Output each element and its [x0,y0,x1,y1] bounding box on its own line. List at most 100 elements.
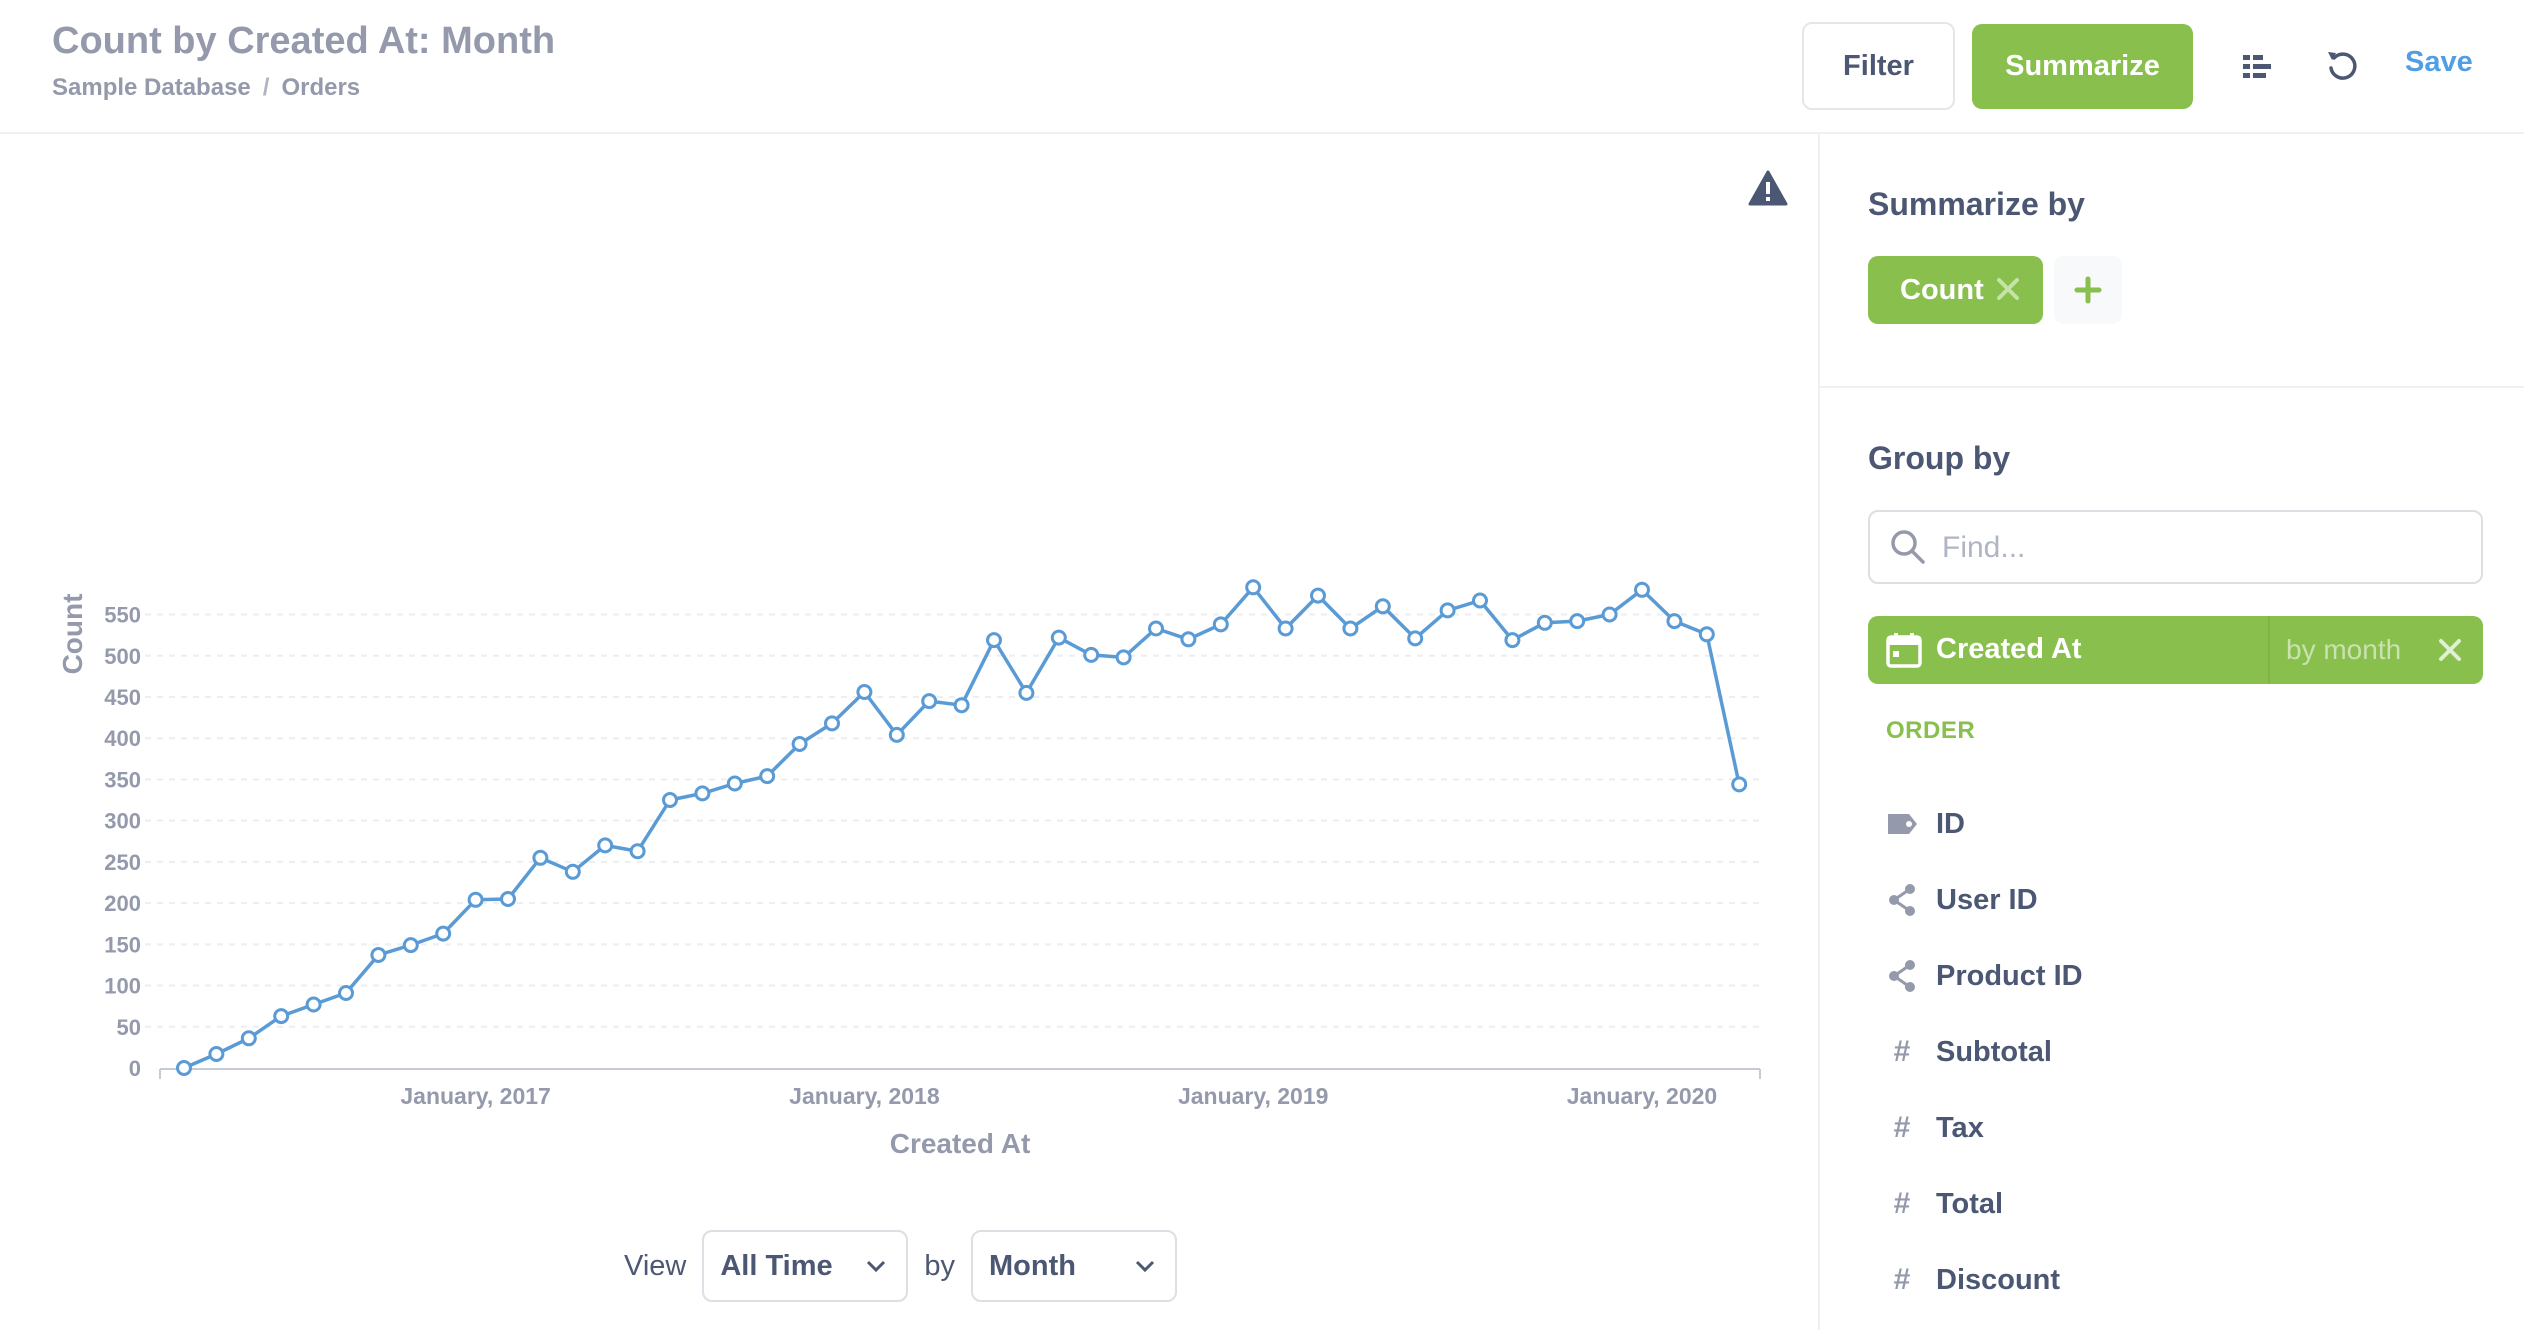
field-tax[interactable]: # Tax [1868,1098,2483,1158]
data-point[interactable] [500,891,516,907]
data-point[interactable] [629,843,646,860]
summarize-sidebar: Summarize by Count Group by Created At b… [1818,134,2524,1330]
field-product-id[interactable]: Product ID [1868,946,2483,1006]
close-icon[interactable] [1995,276,2021,302]
metric-pill[interactable]: Count [1868,256,2043,324]
plus-icon [2074,276,2102,304]
temporal-bucket-button[interactable]: by month [2286,634,2402,665]
y-tick-label: 350 [104,767,141,792]
time-range-select[interactable]: All Time [702,1230,909,1302]
chevron-down-icon [1135,1260,1155,1273]
data-point[interactable] [273,1008,290,1025]
data-point[interactable] [597,837,614,854]
data-point[interactable] [176,1060,192,1076]
tag-icon [1884,808,1920,840]
data-point[interactable] [435,925,452,942]
data-point[interactable] [1212,616,1229,633]
time-granularity-controls: View All Time by Month [624,1230,1177,1302]
data-point[interactable] [1698,626,1715,643]
data-point[interactable] [888,726,905,743]
data-point[interactable] [1407,630,1424,647]
breadcrumb-table[interactable]: Orders [281,74,361,101]
y-axis-title: Count [57,594,88,675]
selected-dimension-created-at[interactable]: Created At by month [1868,616,2483,684]
warning-icon[interactable] [1748,170,1788,206]
data-point[interactable] [370,947,387,963]
series-line [183,585,1741,1070]
series-points[interactable] [176,579,1748,1076]
data-point[interactable] [338,985,354,1001]
page-title: Count by Created At: Month [52,20,556,62]
refresh-icon[interactable] [2318,42,2366,90]
save-button[interactable]: Save [2405,46,2473,78]
field-id[interactable]: ID [1868,794,2483,854]
data-point[interactable] [694,785,711,802]
close-icon[interactable] [2436,636,2464,664]
data-point[interactable] [1472,592,1488,609]
data-point[interactable] [305,996,322,1013]
number-icon: # [1893,1187,1911,1220]
data-point[interactable] [856,684,873,700]
data-point[interactable] [1180,631,1197,648]
data-point[interactable] [1018,684,1035,701]
summarize-button[interactable]: Summarize [1972,24,2193,109]
data-point[interactable] [1342,620,1359,637]
data-point[interactable] [467,891,484,908]
x-axis-title: Created At [890,1128,1031,1159]
data-point[interactable] [1634,581,1650,598]
y-tick-label: 100 [104,974,141,999]
data-point[interactable] [1374,598,1391,615]
data-point[interactable] [240,1030,257,1047]
y-tick-label: 0 [129,1056,141,1081]
field-discount[interactable]: # Discount [1868,1250,2483,1310]
connections-icon [1884,884,1920,916]
data-point[interactable] [1666,613,1683,630]
number-icon: # [1893,1111,1911,1144]
data-point[interactable] [1050,629,1067,646]
data-point[interactable] [1731,776,1748,793]
y-axis-ticks: 0 50 100 150 200 250 300 350 400 450 500 550 [104,603,141,1081]
time-range-value: All Time [720,1249,833,1282]
breadcrumb-separator: / [262,74,270,101]
dimension-search[interactable] [1868,510,2483,584]
data-point[interactable] [1504,632,1521,649]
filter-button[interactable]: Filter [1802,22,1955,110]
data-point[interactable] [759,768,776,785]
data-point[interactable] [824,715,840,732]
field-label: ID [1936,808,1965,840]
data-point[interactable] [1277,620,1294,637]
data-point[interactable] [1601,606,1618,623]
field-subtotal[interactable]: # Subtotal [1868,1022,2483,1082]
data-point[interactable] [1536,614,1553,631]
data-point[interactable] [1115,649,1132,666]
data-point[interactable] [791,736,808,752]
data-point[interactable] [953,697,970,714]
table-list-icon[interactable] [2234,43,2282,91]
data-point[interactable] [1083,646,1100,663]
field-user-id[interactable]: User ID [1868,870,2483,930]
data-point[interactable] [532,849,549,866]
data-point[interactable] [986,632,1002,649]
data-point[interactable] [1439,602,1456,619]
add-metric-button[interactable] [2054,256,2122,324]
data-point[interactable] [402,937,419,954]
data-point[interactable] [564,863,581,880]
by-label: by [924,1249,955,1282]
data-point[interactable] [1569,613,1586,630]
data-point[interactable] [662,792,678,808]
chart-gridlines [145,613,1760,1028]
granularity-select[interactable]: Month [970,1230,1177,1302]
number-icon: # [1893,1035,1911,1068]
query-header: Count by Created At: Month Sample Databa… [0,0,2524,134]
data-point[interactable] [1245,579,1262,596]
data-point[interactable] [208,1046,225,1062]
data-point[interactable] [726,775,743,792]
data-point[interactable] [1310,587,1326,604]
search-input[interactable] [1940,526,2464,570]
data-point[interactable] [1148,620,1164,637]
breadcrumb-database[interactable]: Sample Database [52,74,251,101]
y-tick-label: 450 [104,685,141,710]
field-total[interactable]: # Total [1868,1174,2483,1234]
y-tick-label: 200 [104,891,141,916]
data-point[interactable] [921,693,938,710]
